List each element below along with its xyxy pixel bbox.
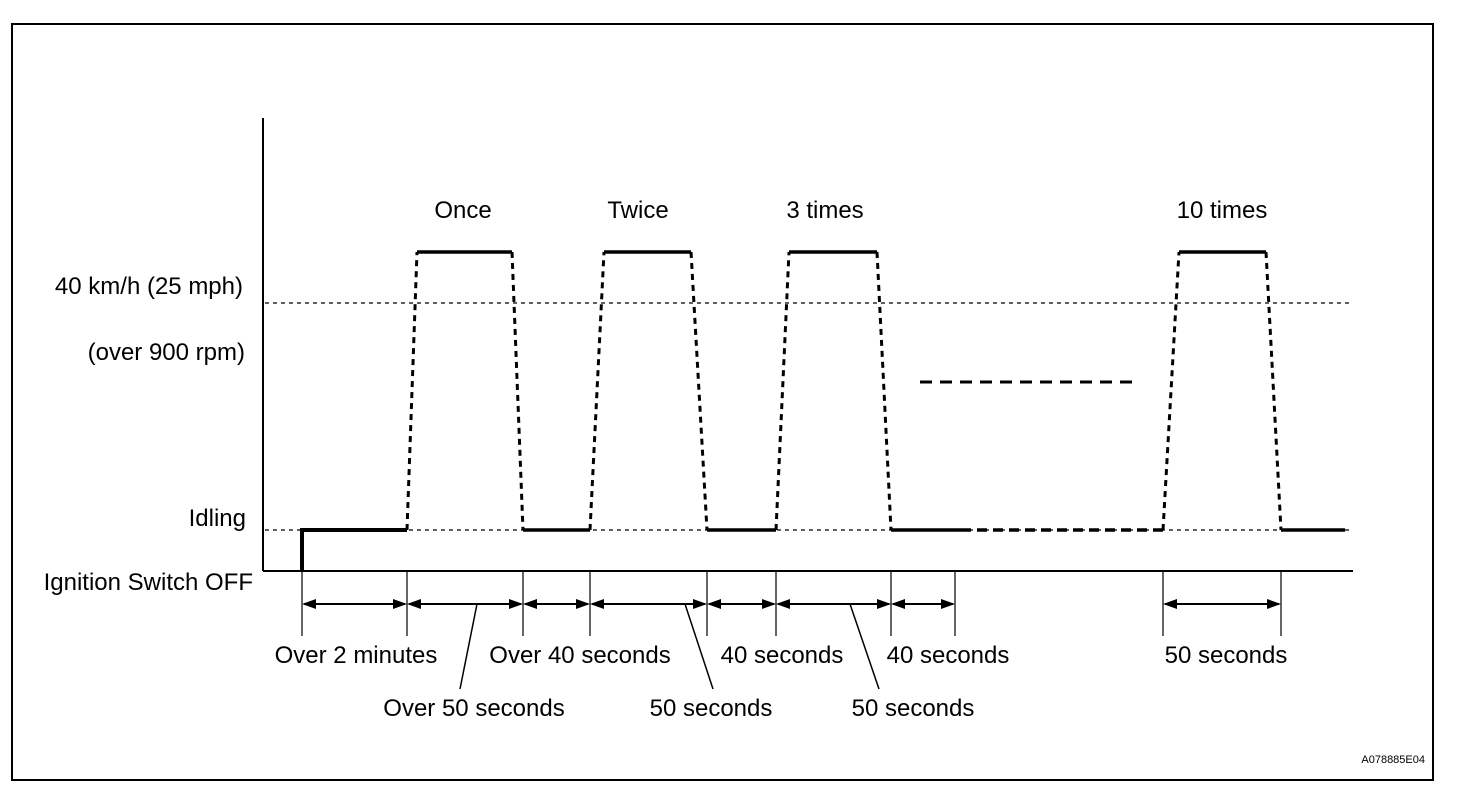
duration-label-6: 50 seconds (852, 695, 975, 722)
duration-label-2: Over 50 seconds (383, 695, 564, 722)
duration-label-7: 40 seconds (887, 642, 1010, 669)
duration-label-4: 50 seconds (650, 695, 773, 722)
duration-arrow (302, 599, 407, 609)
duration-arrow (891, 599, 955, 609)
cycle-label-ten: 10 times (1177, 197, 1268, 224)
cycle-label-three: 3 times (786, 197, 863, 224)
duration-arrow (590, 599, 707, 609)
duration-label-3: Over 40 seconds (489, 642, 670, 669)
rpm-label: (over 900 rpm) (88, 339, 245, 366)
duration-arrow (1163, 599, 1281, 609)
cycle-label-once: Once (434, 197, 491, 224)
startup-step (300, 528, 407, 571)
duration-label-1: Over 2 minutes (275, 642, 438, 669)
duration-arrow (776, 599, 891, 609)
duration-label-8: 50 seconds (1165, 642, 1288, 669)
duration-label-5: 40 seconds (721, 642, 844, 669)
drive-cycle-ten (1161, 250, 1283, 531)
speed-label: 40 km/h (25 mph) (55, 273, 243, 300)
figure-id: A078885E04 (1361, 754, 1425, 766)
drive-cycle-three (774, 250, 893, 531)
leader-line-3 (849, 603, 880, 690)
duration-arrow (407, 599, 523, 609)
drive-cycle-once (405, 250, 525, 531)
figure-frame (11, 23, 1434, 781)
leader-line-1 (459, 603, 478, 690)
drive-cycle-twice (588, 250, 709, 531)
idling-label: Idling (189, 505, 246, 532)
duration-arrow (523, 599, 590, 609)
duration-arrows (302, 599, 1281, 609)
cycle-label-twice: Twice (607, 197, 668, 224)
duration-arrow (707, 599, 776, 609)
ignition-off-label: Ignition Switch OFF (44, 569, 253, 596)
leader-line-2 (684, 603, 714, 690)
time-ticks (301, 571, 1282, 636)
